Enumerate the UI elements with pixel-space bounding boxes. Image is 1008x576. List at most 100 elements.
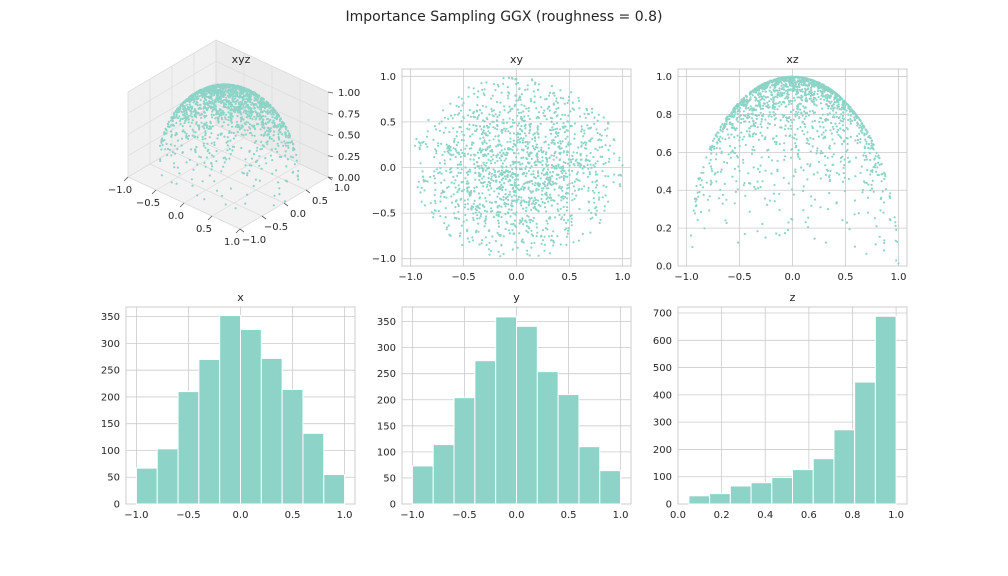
xy-point [521,130,524,133]
xz-point [870,187,874,190]
xz-point [774,113,777,116]
xy-point [443,162,446,165]
xyz-point [260,97,263,100]
xy-point [509,108,512,111]
xy-point [498,157,501,160]
xy-point [433,209,436,212]
xyz-point [206,103,209,107]
xy-point [473,163,476,166]
xyz-point [246,113,249,116]
xyz-point [274,147,277,150]
xz-point [770,159,774,162]
xy-point [470,208,473,211]
xy-point [454,179,457,182]
xy-point [463,206,467,209]
xy-point [540,193,544,196]
xy-point [472,124,475,127]
xz-point [840,98,843,101]
xyz-point [182,110,186,113]
xy-point [535,222,538,225]
xy-point [445,228,448,231]
xz-point [729,156,732,159]
xy-point [497,233,500,236]
xz-point [808,142,811,146]
xy-point [548,252,552,255]
xy-point [539,148,543,152]
xyz-point [264,157,267,160]
xz-point [736,120,739,123]
xy-point [545,219,548,222]
xy-point [444,216,447,219]
xy-point [484,169,487,172]
xyz-point [211,87,215,90]
xy-point [559,117,562,121]
xz-point [794,115,797,118]
xy-point [561,216,564,219]
xz-point [796,113,799,116]
xz-point [879,209,882,212]
xz-point [856,138,860,141]
xyz-point [222,113,225,116]
xz-point [800,166,803,169]
xz-point [843,139,846,142]
xy-point [483,163,486,166]
xyz-point [227,116,230,119]
xy-point [554,136,557,139]
xz-point [880,163,883,166]
xz-point [794,168,797,171]
xz-point [813,92,816,95]
xy-point [564,195,567,199]
xz-point [798,85,801,89]
xy-point [549,171,552,174]
xy-point [497,85,500,88]
xy-point [514,178,517,181]
xy-point [468,194,471,197]
xyz-point [165,129,168,132]
xy-point [559,96,563,99]
xyz-point [229,109,232,112]
xy-point [520,204,523,207]
xy-point [558,159,561,162]
xz-point [764,86,768,89]
xz-point [793,137,796,140]
xy-point [456,163,459,166]
xy-point [487,248,490,251]
y-tick-label: 50 [383,473,396,484]
xz-point [806,112,809,115]
xy-point [507,229,510,232]
xz-point [817,86,820,89]
xy-point [465,144,468,147]
xyz-point [210,95,213,99]
xy-point [510,173,513,176]
xy-point [578,107,581,110]
xy-point [496,125,499,128]
xy-point [463,152,466,155]
xz-point [773,140,777,143]
histogram-bar [688,495,711,505]
xz-point [810,204,813,207]
xyz-point [211,90,214,93]
xy-point [618,156,621,159]
xy-point [507,130,510,133]
xyz-point [265,129,268,132]
xy-point [537,254,540,257]
xy-point [454,155,457,159]
xyz-point [200,113,203,116]
xy-point [467,170,470,173]
x-tick-label: −1.0 [400,510,424,521]
xyz-point [233,100,237,103]
xy-point [523,200,526,203]
xz-point [793,79,796,82]
xyz-point [240,104,243,107]
xyz-point [159,158,162,161]
xyz-point [258,164,261,167]
y-tick-label: 0.8 [656,110,672,121]
xy-point [478,203,481,206]
xy-point [592,164,595,167]
xy-point [533,101,536,104]
xz-point [738,102,742,105]
xz-point [778,142,781,146]
xy-point [597,113,600,116]
xz-point [736,102,739,105]
xy-point [555,107,558,110]
